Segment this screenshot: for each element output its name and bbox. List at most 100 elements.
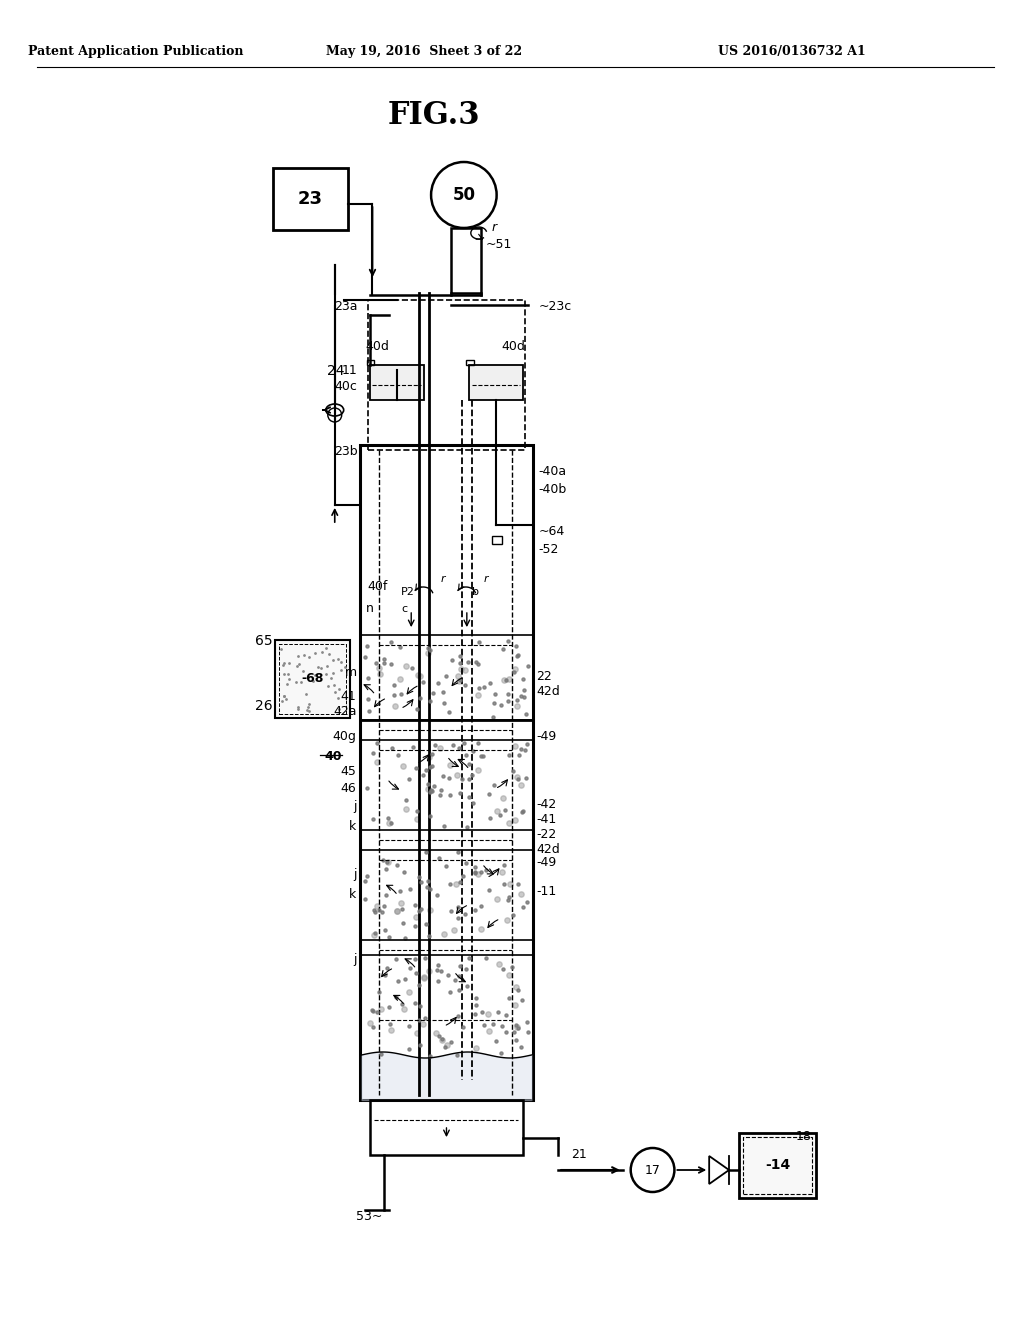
Point	[500, 631, 516, 652]
Point	[366, 924, 382, 945]
Point	[404, 737, 421, 758]
Point	[468, 987, 484, 1008]
Point	[475, 746, 492, 767]
Point	[367, 902, 383, 923]
Point	[430, 672, 446, 693]
Point	[440, 964, 457, 985]
Point	[463, 764, 479, 785]
Text: 23a: 23a	[334, 300, 357, 313]
Point	[394, 994, 411, 1015]
Point	[501, 744, 517, 766]
Point	[408, 962, 424, 983]
Point	[494, 1015, 510, 1036]
Point	[373, 999, 389, 1020]
Point	[413, 1035, 429, 1056]
Point	[420, 638, 436, 659]
Point	[487, 1031, 504, 1052]
Point	[359, 689, 376, 710]
Point	[495, 787, 511, 808]
Point	[501, 684, 517, 705]
Point	[395, 912, 412, 933]
Text: r: r	[492, 220, 497, 234]
Text: ~51: ~51	[485, 238, 512, 251]
Point	[400, 1015, 417, 1036]
Point	[441, 982, 458, 1003]
Point	[509, 645, 525, 667]
Point	[357, 870, 374, 891]
Point	[360, 700, 377, 721]
Text: FIG.3: FIG.3	[388, 99, 480, 131]
Point	[452, 783, 468, 804]
Point	[513, 801, 529, 822]
Point	[472, 919, 488, 940]
Point	[361, 1012, 378, 1034]
Point	[376, 648, 392, 669]
Point	[451, 979, 467, 1001]
Bar	[275, 640, 349, 718]
Point	[467, 899, 483, 920]
Point	[515, 896, 531, 917]
Point	[401, 958, 418, 979]
Point	[455, 768, 471, 789]
Point	[422, 879, 438, 900]
Point	[461, 754, 477, 775]
Point	[418, 913, 434, 935]
Point	[495, 639, 511, 660]
Text: -14: -14	[765, 1158, 791, 1172]
Point	[457, 675, 473, 696]
Point	[510, 873, 526, 894]
Point	[434, 1030, 451, 1051]
Point	[422, 1045, 438, 1067]
Point	[508, 977, 524, 998]
Point	[451, 896, 467, 917]
Point	[415, 1012, 431, 1034]
Point	[486, 684, 503, 705]
Text: 18: 18	[796, 1130, 811, 1143]
Bar	[492, 536, 502, 544]
Text: 42a: 42a	[333, 705, 356, 718]
Point	[413, 899, 429, 920]
Point	[400, 981, 417, 1002]
Point	[421, 925, 437, 946]
Point	[450, 907, 466, 928]
Point	[510, 768, 526, 789]
Point	[470, 733, 486, 754]
Point	[427, 734, 443, 755]
Text: 65: 65	[255, 634, 272, 648]
Point	[416, 966, 432, 987]
Text: n: n	[366, 602, 374, 615]
Point	[437, 1036, 454, 1057]
Point	[431, 847, 447, 869]
Point	[371, 657, 387, 678]
Point	[515, 678, 531, 700]
Text: 22: 22	[537, 671, 552, 682]
Point	[382, 1014, 398, 1035]
Point	[473, 746, 489, 767]
Point	[377, 965, 393, 986]
Point	[422, 899, 438, 920]
Point	[378, 884, 394, 906]
Point	[510, 979, 526, 1001]
Text: j: j	[353, 953, 356, 966]
Point	[482, 807, 499, 828]
Point	[489, 1002, 506, 1023]
Point	[401, 878, 418, 899]
Point	[412, 1010, 428, 1031]
Text: k: k	[349, 888, 356, 902]
Point	[497, 800, 513, 821]
Bar	[466, 360, 474, 366]
Point	[468, 994, 484, 1015]
Text: -40b: -40b	[539, 483, 566, 496]
Point	[415, 672, 431, 693]
Point	[411, 974, 427, 995]
Point	[391, 880, 408, 902]
Point	[515, 800, 531, 821]
Point	[424, 755, 440, 776]
Point	[372, 982, 388, 1003]
Text: May 19, 2016  Sheet 3 of 22: May 19, 2016 Sheet 3 of 22	[326, 45, 522, 58]
Point	[369, 752, 385, 774]
Point	[453, 659, 469, 680]
Point	[507, 659, 523, 680]
Point	[473, 862, 489, 883]
Text: 41: 41	[341, 690, 356, 704]
